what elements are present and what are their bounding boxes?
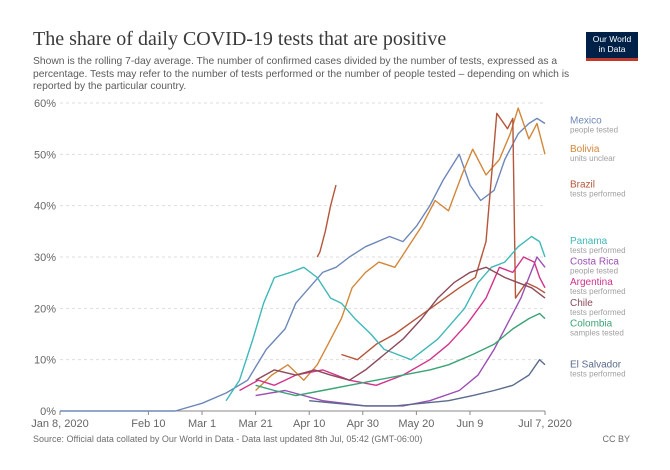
logo-line-1: Our World bbox=[592, 34, 632, 44]
legend-note: tests performed bbox=[570, 246, 626, 255]
x-tick-label: Apr 10 bbox=[293, 418, 325, 430]
legend-note: tests performed bbox=[570, 287, 626, 296]
legend-note: units unclear bbox=[570, 154, 616, 163]
legend-label: Mexico bbox=[570, 116, 602, 127]
legend-label: Panama bbox=[570, 236, 608, 247]
y-tick-label: 40% bbox=[34, 201, 56, 213]
series-line-brazil[interactable] bbox=[316, 184, 337, 258]
source-note[interactable]: Source: Official data collated by Our Wo… bbox=[33, 434, 423, 444]
x-tick-label: Mar 21 bbox=[238, 418, 272, 430]
legend-label: Chile bbox=[570, 298, 593, 309]
legend-note: tests performed bbox=[570, 308, 626, 317]
series-line-chile[interactable] bbox=[255, 266, 546, 381]
series-line-costa-rica[interactable] bbox=[255, 256, 546, 407]
chart-title: The share of daily COVID-19 tests that a… bbox=[33, 28, 447, 50]
y-tick-label: 60% bbox=[34, 98, 56, 110]
series-line-el-salvador[interactable] bbox=[309, 359, 546, 407]
x-tick-label: May 20 bbox=[398, 418, 434, 430]
x-tick-label: Jul 7, 2020 bbox=[518, 418, 572, 430]
series-line-argentina[interactable] bbox=[239, 256, 546, 392]
x-tick-label: Feb 10 bbox=[131, 418, 165, 430]
legend-note: samples tested bbox=[570, 328, 624, 337]
chart-subtitle: Shown is the rolling 7-day average. The … bbox=[33, 56, 570, 92]
legend-label: El Salvador bbox=[570, 359, 622, 370]
x-axis: Jan 8, 2020 Feb 10 Mar 1 Mar 21 Apr 10 Apr 30… bbox=[31, 411, 572, 430]
series-line-panama[interactable] bbox=[225, 235, 546, 402]
series-line-colombia[interactable] bbox=[255, 312, 546, 397]
x-tick-label: Apr 30 bbox=[347, 418, 379, 430]
legend-label: Argentina bbox=[570, 277, 613, 288]
series-line-bolivia[interactable] bbox=[255, 107, 546, 392]
legend-label: Costa Rica bbox=[570, 257, 619, 268]
logo-line-2: in Data bbox=[598, 44, 626, 54]
y-tick-label: 10% bbox=[34, 355, 56, 367]
legend-note: people tested bbox=[570, 267, 618, 276]
x-tick-label: Jan 8, 2020 bbox=[31, 418, 89, 430]
owid-logo[interactable]: Our World in Data bbox=[586, 32, 638, 61]
x-tick-label: Jun 9 bbox=[457, 418, 484, 430]
legend-note: tests performed bbox=[570, 369, 626, 378]
legend-label: Brazil bbox=[570, 180, 595, 191]
license-label[interactable]: CC BY bbox=[602, 434, 630, 444]
legend-label: Bolivia bbox=[570, 144, 600, 155]
series-line-mexico[interactable] bbox=[60, 117, 546, 412]
y-axis: 0% 10% 20% 30% 40% 50% 60% bbox=[34, 98, 56, 418]
series-lines bbox=[60, 107, 546, 412]
legend-note: tests performed bbox=[570, 190, 626, 199]
x-tick-label: Mar 1 bbox=[188, 418, 216, 430]
legend-label: Colombia bbox=[570, 318, 613, 329]
y-tick-label: 20% bbox=[34, 303, 56, 315]
grid bbox=[60, 102, 545, 412]
y-tick-label: 50% bbox=[34, 149, 56, 161]
legend-note: people tested bbox=[570, 126, 618, 135]
y-tick-label: 0% bbox=[40, 406, 56, 418]
series-line-brazil[interactable] bbox=[341, 112, 546, 361]
y-tick-label: 30% bbox=[34, 252, 56, 264]
